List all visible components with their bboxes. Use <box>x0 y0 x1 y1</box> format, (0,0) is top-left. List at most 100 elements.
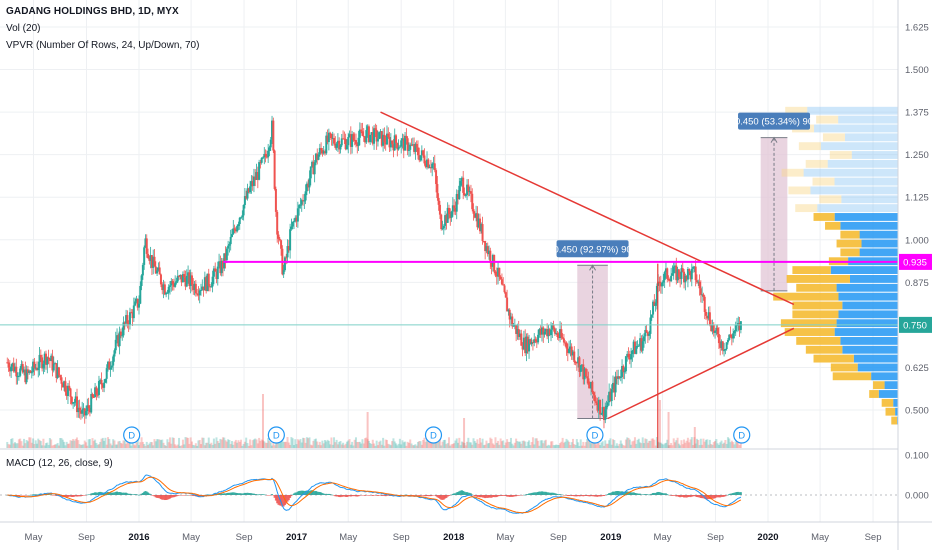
volume-bar <box>323 440 326 448</box>
candle-body <box>298 205 301 209</box>
volume-bar <box>702 438 705 448</box>
volume-bar <box>395 443 398 448</box>
volume-bar <box>70 440 73 448</box>
candle-body <box>285 257 288 259</box>
volume-bar <box>56 442 59 448</box>
candle-body <box>519 333 522 337</box>
legend-symbol[interactable]: GADANG HOLDINGS BHD, 1D, MYX <box>6 6 179 17</box>
macd-histogram-bar <box>639 493 642 495</box>
candle-body <box>77 407 80 413</box>
candle-body <box>351 134 354 147</box>
volume-bar <box>336 444 339 448</box>
macd-histogram-bar <box>570 495 573 497</box>
macd-histogram-bar <box>305 490 308 495</box>
volume-bar <box>299 439 302 448</box>
macd-histogram-bar <box>624 491 627 495</box>
macd-histogram-bar <box>710 495 713 500</box>
legend-volume[interactable]: Vol (20) <box>6 23 41 34</box>
candle-body <box>72 402 75 404</box>
volume-bar <box>148 443 151 448</box>
volume-bar <box>707 444 710 448</box>
macd-histogram-bar <box>144 491 147 495</box>
volume-bar <box>376 445 379 448</box>
volume-bar <box>428 438 431 448</box>
macd-histogram-bar <box>613 491 616 495</box>
candle-body <box>171 281 174 284</box>
candle-body <box>365 130 368 143</box>
candle-body <box>152 256 155 268</box>
volume-bar <box>352 445 355 448</box>
macd-histogram-bar <box>699 495 702 498</box>
volume-bar <box>509 437 512 448</box>
volume-bar <box>330 437 333 448</box>
volume-bar <box>91 438 94 448</box>
volume-bar <box>285 441 288 448</box>
volume-bar <box>462 442 465 448</box>
candle-body <box>197 294 200 296</box>
vp-bar-up <box>859 248 898 257</box>
macd-histogram-bar <box>229 492 232 495</box>
volume-bar <box>271 445 274 448</box>
macd-histogram-bar <box>123 492 126 495</box>
macd-histogram-bar <box>234 492 237 495</box>
candle-body <box>246 188 249 199</box>
candle-body <box>550 329 553 336</box>
macd-histogram-bar <box>243 492 246 495</box>
volume-bar <box>436 439 439 448</box>
macd-histogram-bar <box>663 493 666 495</box>
macd-histogram-bar <box>376 495 379 496</box>
candle-body <box>382 134 385 146</box>
macd-histogram-bar <box>500 495 503 496</box>
vp-bar-faded <box>838 115 898 124</box>
macd-histogram-bar <box>671 495 674 496</box>
macd-histogram-bar <box>318 492 321 495</box>
vp-bar-down <box>780 319 837 328</box>
macd-histogram-bar <box>433 495 436 496</box>
macd-histogram-bar <box>347 495 350 497</box>
volume-bar <box>194 443 197 448</box>
trendline <box>607 327 795 420</box>
vp-bar-up <box>884 381 898 390</box>
legend-macd[interactable]: MACD (12, 26, close, 9) <box>6 458 113 469</box>
macd-histogram-bar <box>555 493 558 495</box>
candle-body <box>299 204 302 206</box>
candle-body <box>734 325 737 332</box>
macd-histogram-bar <box>689 495 692 498</box>
candle-body <box>431 163 434 169</box>
candle-body <box>143 247 146 265</box>
macd-histogram-bar <box>497 495 500 497</box>
macd-histogram-bar <box>436 495 439 498</box>
macd-histogram-bar <box>652 492 655 495</box>
candle-body <box>723 350 726 352</box>
volume-bar <box>639 442 642 448</box>
macd-histogram-bar <box>521 495 524 496</box>
candle-body <box>225 248 228 261</box>
volume-bar <box>274 443 277 448</box>
candle-body <box>683 271 686 283</box>
vp-bar-up <box>871 372 898 381</box>
candle-body <box>442 225 445 229</box>
candle-body <box>291 221 294 227</box>
macd-histogram-bar <box>126 493 129 495</box>
candle-body <box>573 351 576 362</box>
macd-histogram-bar <box>491 495 494 497</box>
legend-vpvr[interactable]: VPVR (Number Of Rows, 24, Up/Down, 70) <box>6 40 200 51</box>
vp-bar-down <box>792 266 831 275</box>
volume-bar <box>110 445 113 448</box>
vp-bar-down <box>813 213 835 221</box>
candle-body <box>95 387 98 395</box>
macd-histogram-bar <box>503 495 506 496</box>
volume-bar <box>318 441 321 448</box>
volume-bar <box>212 438 215 448</box>
candle-body <box>180 274 183 283</box>
vp-bar-up <box>859 230 898 239</box>
volume-bar <box>12 443 15 448</box>
candle-body <box>64 381 67 393</box>
volume-bar <box>234 439 237 448</box>
volume-bar <box>47 444 50 448</box>
volume-bar <box>8 444 11 448</box>
candle-body <box>302 200 305 202</box>
candle-body <box>347 137 350 146</box>
